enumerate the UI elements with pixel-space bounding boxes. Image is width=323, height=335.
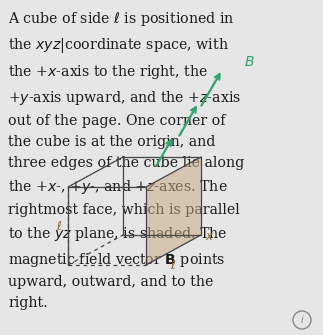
Text: A cube of side $\ell$ is positioned in
the $xyz$|coordinate space, with
the +$x$: A cube of side $\ell$ is positioned in t…	[8, 10, 244, 310]
Text: $x$: $x$	[205, 229, 214, 243]
Text: $\ell$: $\ell$	[56, 219, 62, 232]
Text: $B$: $B$	[244, 55, 255, 69]
Text: i: i	[301, 315, 303, 325]
Polygon shape	[146, 157, 201, 265]
Text: $\ell$: $\ell$	[170, 259, 177, 272]
